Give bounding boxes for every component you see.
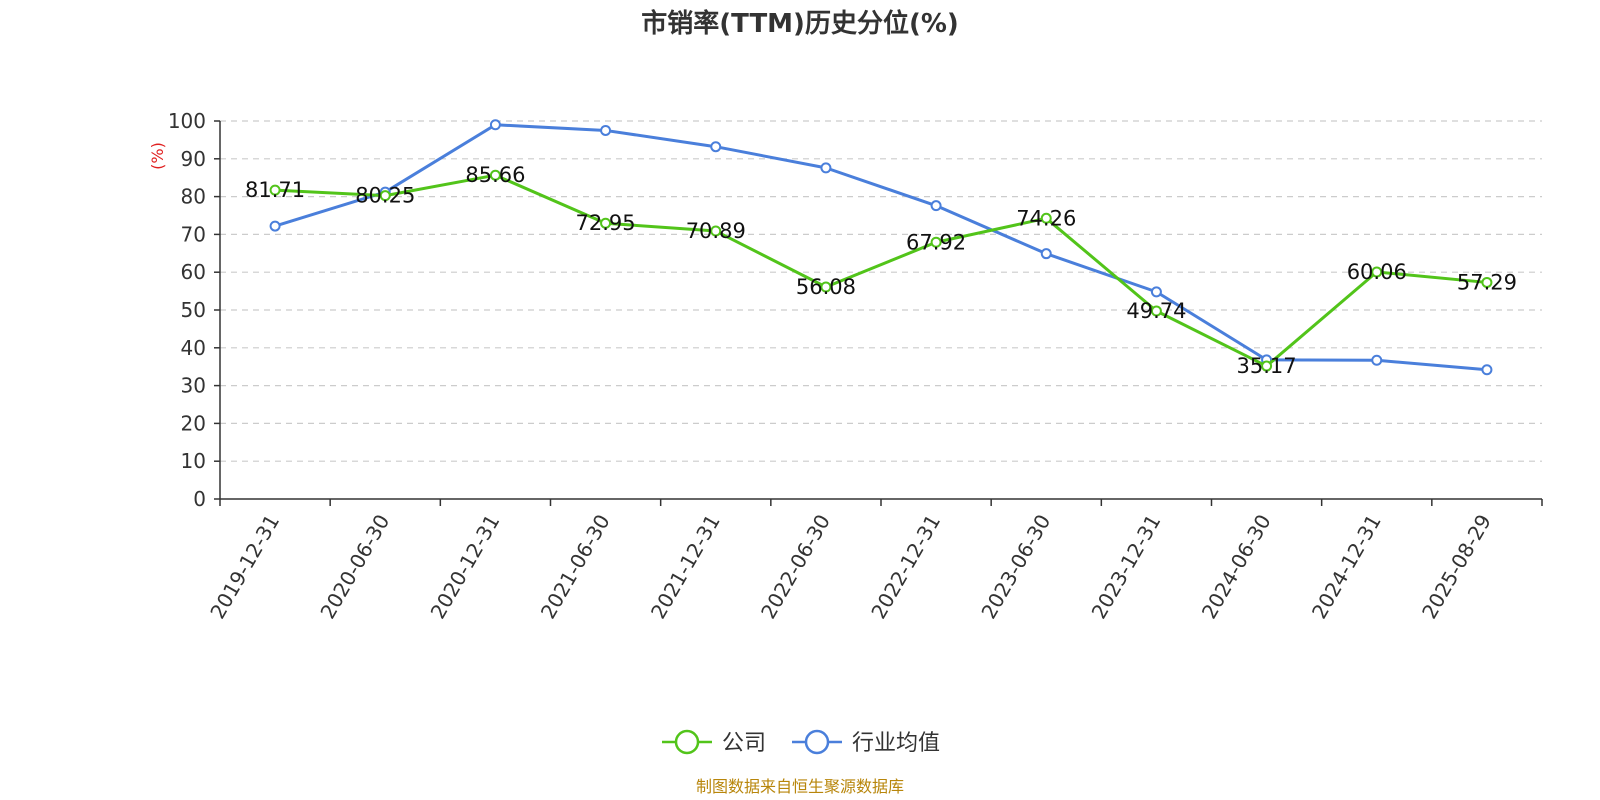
series-0-point[interactable]	[1040, 212, 1052, 224]
y-axis-label: (%)	[148, 142, 167, 170]
y-tick-label: 100	[168, 109, 206, 133]
series-0-point[interactable]	[930, 236, 942, 248]
data-label: 56.08	[796, 275, 856, 299]
data-label: 60.06	[1347, 260, 1407, 284]
y-tick-label: 0	[193, 487, 206, 511]
series-1-point[interactable]	[269, 220, 281, 232]
x-tick-label: 2024-06-30	[1197, 510, 1276, 623]
series-0-point[interactable]	[1371, 266, 1383, 278]
legend-marker	[674, 729, 700, 755]
series-1-point[interactable]	[489, 119, 501, 131]
series-1-point[interactable]	[710, 141, 722, 153]
series-0-point[interactable]	[1481, 276, 1493, 288]
series-1-point[interactable]	[820, 162, 832, 174]
x-tick-label: 2020-06-30	[315, 510, 394, 623]
source-note: 制图数据来自恒生聚源数据库	[696, 777, 904, 796]
series-0-point[interactable]	[1150, 305, 1162, 317]
x-tick-label: 2021-06-30	[536, 510, 615, 623]
data-label: 72.95	[576, 211, 636, 235]
y-tick-label: 60	[181, 260, 206, 284]
series-1-point[interactable]	[1371, 354, 1383, 366]
x-tick-label: 2023-12-31	[1087, 510, 1166, 623]
legend-item-1[interactable]: 行业均值	[792, 729, 940, 756]
data-label: 70.89	[686, 219, 746, 243]
series-0-point[interactable]	[820, 281, 832, 293]
x-tick-label: 2021-12-31	[646, 510, 725, 623]
x-tick-label: 2023-06-30	[976, 510, 1055, 623]
x-tick-label: 2024-12-31	[1307, 510, 1386, 623]
data-label: 81.71	[245, 178, 305, 202]
data-label: 80.25	[355, 184, 415, 208]
x-tick-label: 2020-12-31	[426, 510, 505, 623]
data-label: 35.17	[1237, 354, 1297, 378]
y-tick-label: 20	[181, 411, 206, 435]
data-label: 57.29	[1457, 270, 1517, 294]
data-label: 74.26	[1016, 206, 1076, 230]
x-tick-label: 2019-12-31	[205, 510, 284, 623]
data-label: 67.92	[906, 230, 966, 254]
y-tick-label: 70	[181, 222, 206, 246]
series-0-point[interactable]	[269, 184, 281, 196]
y-tick-label: 50	[181, 298, 206, 322]
legend-marker	[804, 729, 830, 755]
data-label: 49.74	[1126, 299, 1186, 323]
series-1-point[interactable]	[600, 124, 612, 136]
series-lines	[269, 119, 1493, 376]
data-labels: 81.71 80.25 85.66 72.95 70.89 56.08 67.92 74.26…	[245, 163, 1517, 378]
series-1-point[interactable]	[1481, 364, 1493, 376]
y-tick-label: 90	[181, 147, 206, 171]
series-line-0	[275, 173, 1488, 368]
series-0-point[interactable]	[489, 169, 501, 181]
y-tick-label: 80	[181, 185, 206, 209]
x-tick-label: 2025-08-29	[1417, 510, 1496, 623]
series-0-point[interactable]	[600, 217, 612, 229]
legend: 公司 行业均值	[662, 729, 940, 756]
legend-label: 行业均值	[852, 731, 940, 756]
x-tick-label: 2022-06-30	[756, 510, 835, 623]
y-tick-label: 30	[181, 374, 206, 398]
series-0-point[interactable]	[1261, 360, 1273, 372]
x-tick-label: 2022-12-31	[866, 510, 945, 623]
y-tick-label: 10	[181, 449, 206, 473]
series-1-point[interactable]	[930, 200, 942, 212]
y-tick-label: 40	[181, 336, 206, 360]
series-0-point[interactable]	[379, 190, 391, 202]
legend-label: 公司	[722, 731, 766, 756]
data-label: 85.66	[465, 163, 525, 187]
series-line-1	[274, 123, 1488, 372]
series-1-point[interactable]	[1040, 248, 1052, 260]
series-0-point[interactable]	[710, 225, 722, 237]
grid-lines	[220, 120, 1542, 462]
legend-item-0[interactable]: 公司	[662, 729, 766, 756]
chart-title: 市销率(TTM)历史分位(%)	[641, 8, 959, 39]
series-1-point[interactable]	[1150, 286, 1162, 298]
